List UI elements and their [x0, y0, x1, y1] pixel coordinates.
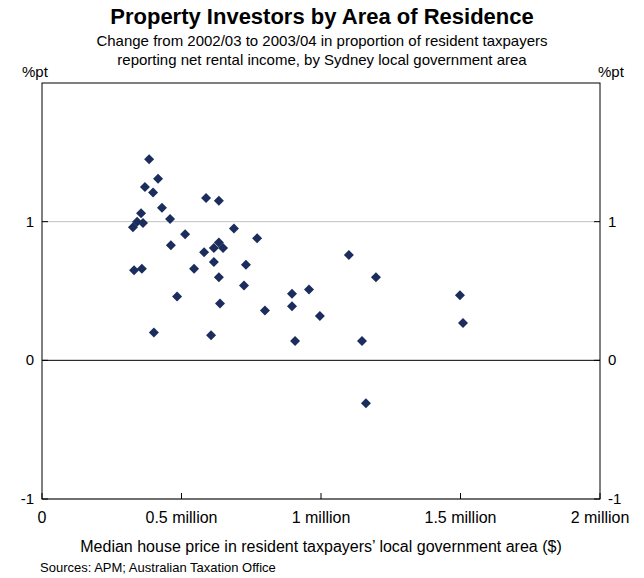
point	[136, 208, 146, 218]
point	[166, 240, 176, 250]
point	[189, 264, 199, 274]
x-tick-label: 2 million	[571, 509, 630, 526]
y-tick-label-right: 1	[608, 213, 616, 230]
point	[357, 336, 367, 346]
y-tick	[42, 221, 48, 222]
chart: Property Investors by Area of Residence C…	[0, 0, 644, 578]
point	[229, 224, 239, 234]
point	[304, 285, 314, 295]
point	[209, 243, 219, 253]
y-unit-label: %pt	[22, 63, 49, 80]
x-tick-label: 1.5 million	[424, 509, 496, 526]
point	[215, 298, 225, 308]
point	[241, 260, 251, 270]
point	[199, 247, 209, 257]
point	[209, 257, 219, 267]
y-tick-right	[594, 360, 600, 361]
point	[361, 398, 371, 408]
y-tick	[42, 360, 48, 361]
y-tick-label: 1	[26, 213, 34, 230]
y-tick-label-right: 0	[608, 351, 616, 368]
subtitle: reporting net rental income, by Sydney l…	[117, 51, 527, 68]
y-tick-right	[594, 221, 600, 222]
x-tick-label: 0.5 million	[145, 509, 217, 526]
point	[149, 328, 159, 338]
x-tick	[321, 493, 322, 499]
point	[140, 182, 150, 192]
point	[260, 305, 270, 315]
point	[218, 243, 228, 253]
x-axis-label: Median house price in resident taxpayers…	[80, 538, 561, 555]
point	[165, 214, 175, 224]
grid-line	[42, 221, 600, 222]
point	[344, 250, 354, 260]
plot-frame	[42, 83, 600, 499]
x-tick-label: 0	[38, 509, 47, 526]
y-unit-label-right: %pt	[598, 63, 625, 80]
x-tick-label: 1 million	[292, 509, 351, 526]
point	[290, 336, 300, 346]
title: Property Investors by Area of Residence	[110, 4, 533, 29]
y-tick-label-right: -1	[608, 490, 621, 507]
y-tick-label: 0	[26, 351, 34, 368]
points	[128, 154, 468, 408]
point	[129, 265, 139, 275]
point	[148, 188, 158, 198]
point	[201, 193, 211, 203]
point	[137, 264, 147, 274]
x-tick	[460, 493, 461, 499]
point	[138, 218, 148, 228]
point	[287, 289, 297, 299]
point	[252, 233, 262, 243]
point	[180, 229, 190, 239]
point	[455, 290, 465, 300]
point	[315, 311, 325, 321]
point	[172, 292, 182, 302]
point	[144, 154, 154, 164]
point	[371, 272, 381, 282]
point	[458, 318, 468, 328]
point	[128, 222, 138, 232]
subtitle: Change from 2002/03 to 2003/04 in propor…	[96, 32, 547, 49]
point	[157, 203, 167, 213]
point	[214, 272, 224, 282]
point	[206, 330, 216, 340]
point	[287, 301, 297, 311]
point	[239, 280, 249, 290]
x-tick	[181, 493, 182, 499]
source: Sources: APM; Australian Taxation Office	[40, 560, 276, 575]
point	[153, 174, 163, 184]
grid-line	[42, 360, 600, 361]
point	[214, 196, 224, 206]
y-tick-label: -1	[21, 490, 34, 507]
